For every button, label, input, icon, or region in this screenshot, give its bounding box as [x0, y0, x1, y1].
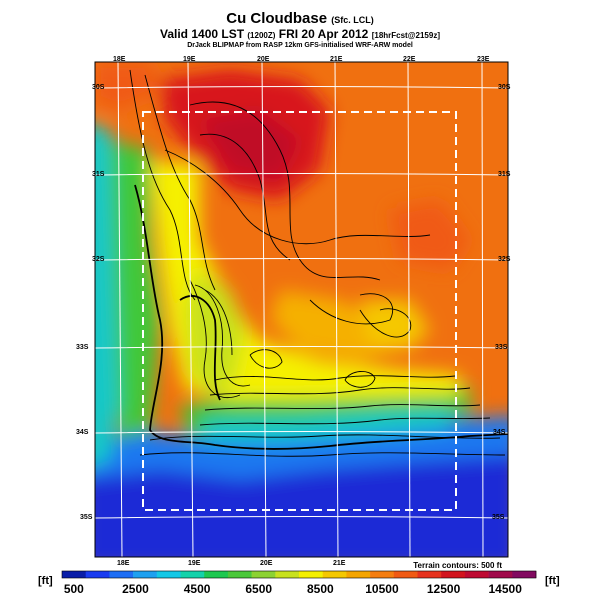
colorbar-swatch: [441, 571, 466, 578]
map-title: Cu Cloudbase (Sfc. LCL): [0, 10, 600, 27]
lat-left-2: 32S: [92, 256, 105, 263]
valid-date: FRI 20 Apr 2012: [278, 27, 369, 41]
colorbar-swatch: [322, 571, 347, 578]
colorbar-swatch: [227, 571, 252, 578]
lat-left-3: 33S: [76, 344, 89, 351]
coastline: [134, 184, 508, 450]
lat-right-1: 31S: [498, 171, 511, 178]
lat-right-5: 35S: [492, 514, 505, 521]
lat-right-2: 32S: [498, 256, 511, 263]
cloudbase-field: [95, 62, 508, 557]
valid-fcst: [18hrFcst@2159z]: [371, 31, 440, 40]
colorbar-label: 4500: [183, 582, 211, 596]
map-frame: [94, 61, 509, 558]
valid-time-line: Valid 1400 LST (1200Z) FRI 20 Apr 2012 […: [0, 27, 600, 41]
colorbar-swatch: [85, 571, 110, 578]
lat-right-0: 30S: [498, 84, 511, 91]
lon-bottom-0: 18E: [117, 560, 130, 567]
lat-left-5: 35S: [80, 514, 93, 521]
colorbar-swatch: [275, 571, 300, 578]
colorbar-label: 6500: [245, 582, 273, 596]
lon-top-2: 20E: [257, 56, 270, 63]
latlon-grid: [95, 62, 508, 557]
colorbar-outline: [61, 570, 537, 579]
colorbar-swatch: [370, 571, 395, 578]
title-suffix: (Sfc. LCL): [331, 15, 374, 25]
colorbar-swatch: [204, 571, 229, 578]
colorbar-swatch: [156, 571, 181, 578]
lat-right-3: 33S: [495, 344, 508, 351]
colorbar-swatch: [62, 571, 86, 578]
lon-top-1: 19E: [183, 56, 196, 63]
lon-top-3: 21E: [330, 56, 343, 63]
colorbar-swatch: [464, 571, 489, 578]
colorbar-swatch: [488, 571, 513, 578]
credits-line: DrJack BLIPMAP from RASP 12km GFS-initia…: [187, 42, 413, 49]
lat-left-0: 30S: [92, 84, 105, 91]
terrain-note: Terrain contours: 500 ft: [413, 561, 502, 570]
colorbar-swatch: [346, 571, 371, 578]
lon-bottom-2: 20E: [260, 560, 273, 567]
lon-top-5: 23E: [477, 56, 490, 63]
lat-left-4: 34S: [76, 429, 89, 436]
lat-left-1: 31S: [92, 171, 105, 178]
title-text: Cu Cloudbase: [226, 10, 328, 27]
colorbar-swatch: [393, 571, 418, 578]
colorbar-swatch: [417, 571, 442, 578]
colorbar-swatch: [109, 571, 134, 578]
colorbar-swatch: [133, 571, 158, 578]
colorbar: [61, 570, 537, 579]
colorbar-swatch: [299, 571, 323, 578]
colorbar-label: 14500: [488, 582, 522, 596]
colorbar-label: 12500: [426, 582, 461, 596]
colorbar-unit-right: [ft]: [545, 575, 560, 587]
terrain-contours: [129, 69, 506, 457]
lon-top-0: 18E: [113, 56, 126, 63]
colorbar-swatch: [251, 571, 276, 578]
valid-small: (1200Z): [247, 31, 276, 40]
lat-right-4: 34S: [493, 429, 506, 436]
colorbar-unit-left: [ft]: [38, 575, 53, 587]
colorbar-label: 2500: [122, 582, 149, 596]
colorbar-swatch: [512, 571, 537, 578]
colorbar-label: 8500: [306, 582, 334, 596]
colorbar-label: 500: [63, 582, 84, 596]
lon-bottom-1: 19E: [188, 560, 201, 567]
lon-bottom-3: 21E: [333, 560, 346, 567]
valid-line: Valid 1400 LST: [160, 27, 245, 41]
colorbar-swatch: [180, 571, 205, 578]
domain-box: [142, 111, 457, 511]
colorbar-label: 10500: [365, 582, 399, 596]
lon-top-4: 22E: [403, 56, 416, 63]
